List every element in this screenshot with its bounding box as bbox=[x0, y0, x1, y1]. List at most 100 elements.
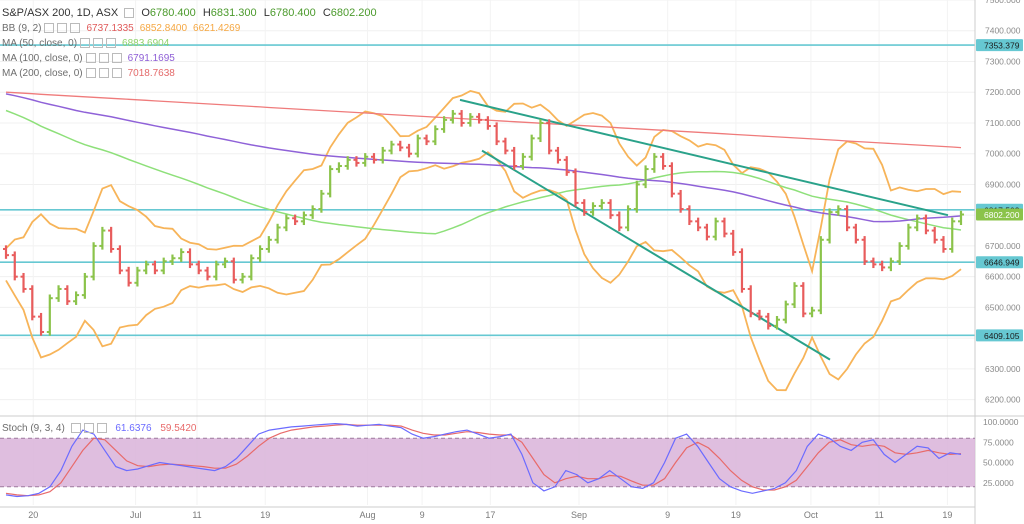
ohlc-bar bbox=[441, 116, 448, 133]
x-tick-label: Sep bbox=[571, 510, 587, 520]
symbol-title: S&P/ASX 200, 1D, ASX bbox=[2, 7, 119, 19]
ma200-line bbox=[5, 91, 962, 149]
indicator-value: 6852.8400 bbox=[139, 23, 188, 34]
x-tick-label: Jul bbox=[130, 510, 142, 520]
ohlc-bar bbox=[633, 180, 640, 213]
settings-icon[interactable] bbox=[98, 68, 109, 79]
stoch-k-line bbox=[5, 422, 962, 498]
ohlc-bar bbox=[292, 214, 299, 226]
stoch-y-tick-label: 75.0000 bbox=[983, 437, 1014, 447]
y-tick-label: 7300.000 bbox=[985, 56, 1021, 66]
eye-icon[interactable] bbox=[70, 423, 81, 434]
ohlc-bar bbox=[370, 153, 377, 164]
low-value: 6780.400 bbox=[269, 7, 316, 19]
x-tick-label: 20 bbox=[28, 510, 38, 520]
price-label: 6802.200 bbox=[984, 210, 1020, 220]
ohlc-bar bbox=[616, 211, 623, 232]
ohlc-bar bbox=[730, 229, 737, 256]
y-tick-label: 7500.000 bbox=[985, 0, 1021, 5]
stoch-d-line bbox=[5, 423, 962, 497]
ohlc-bar bbox=[949, 217, 956, 253]
ohlc-bar bbox=[283, 214, 290, 232]
stochastic-panel bbox=[0, 415, 1024, 498]
settings-icon[interactable] bbox=[57, 23, 68, 34]
ohlc-bar bbox=[204, 266, 211, 281]
price-label: 6646.949 bbox=[984, 258, 1020, 268]
ohlc-bar bbox=[230, 257, 237, 284]
y-tick-label: 6200.000 bbox=[985, 395, 1021, 405]
trend-line-upper bbox=[459, 98, 949, 217]
settings-icon[interactable] bbox=[98, 53, 109, 64]
settings-icon[interactable] bbox=[83, 423, 94, 434]
x-tick-label: 11 bbox=[192, 510, 201, 520]
close-icon[interactable] bbox=[106, 38, 117, 49]
ohlc-bar bbox=[826, 208, 833, 244]
trend-line-lower bbox=[481, 149, 831, 361]
price-label: 7353.379 bbox=[984, 41, 1020, 51]
settings-icon[interactable] bbox=[124, 8, 135, 19]
price-grid bbox=[0, 0, 975, 505]
ohlc-bar bbox=[195, 260, 202, 275]
ohlc-bar bbox=[125, 266, 132, 287]
open-value: 6780.400 bbox=[149, 7, 196, 19]
ma100-line bbox=[5, 93, 962, 223]
indicator-label: MA (50, close, 0) bbox=[2, 38, 78, 49]
ohlc-bar bbox=[879, 260, 886, 272]
y-tick-label: 6500.000 bbox=[985, 302, 1021, 312]
ohlc-bar bbox=[388, 140, 395, 155]
close-icon[interactable] bbox=[70, 23, 81, 34]
close-icon[interactable] bbox=[111, 68, 122, 79]
stoch-d-value: 59.5420 bbox=[160, 423, 197, 434]
settings-icon[interactable] bbox=[93, 38, 104, 49]
ohlc-bar bbox=[958, 210, 964, 226]
ohlc-bar bbox=[554, 146, 561, 164]
ohlc-bar bbox=[108, 226, 115, 253]
ohlc-bar bbox=[90, 242, 97, 281]
ohlc-bar bbox=[222, 257, 229, 269]
ohlc-bar bbox=[81, 272, 88, 299]
x-tick-label: 19 bbox=[260, 510, 270, 520]
eye-icon[interactable] bbox=[80, 38, 91, 49]
ma50-line bbox=[5, 109, 962, 235]
x-tick-label: Aug bbox=[360, 510, 376, 520]
eye-icon[interactable] bbox=[85, 53, 96, 64]
stoch-label: Stoch (9, 3, 4) bbox=[2, 423, 65, 434]
ohlc-bar bbox=[379, 146, 386, 164]
eye-icon[interactable] bbox=[44, 23, 55, 34]
indicator-label: BB (9, 2) bbox=[2, 23, 42, 34]
ohlc-bar bbox=[870, 257, 877, 269]
ohlc-bar bbox=[64, 285, 71, 305]
y-tick-label: 7100.000 bbox=[985, 118, 1021, 128]
y-tick-label: 6900.000 bbox=[985, 179, 1021, 189]
ohlc-bar bbox=[660, 153, 667, 170]
x-tick-label: 19 bbox=[942, 510, 952, 520]
ohlc-bar bbox=[178, 248, 185, 262]
y-tick-label: 6700.000 bbox=[985, 241, 1021, 251]
ohlc-bar bbox=[809, 306, 816, 318]
ohlc-bar bbox=[239, 272, 246, 284]
ohlc-bar bbox=[3, 245, 9, 259]
eye-icon[interactable] bbox=[85, 68, 96, 79]
ohlc-bar bbox=[344, 156, 351, 170]
x-tick-label: 9 bbox=[420, 510, 425, 520]
stoch-y-tick-label: 50.0000 bbox=[983, 458, 1014, 468]
ohlc-bar bbox=[861, 236, 868, 265]
time-axis[interactable]: 20 Jul 11 19 Aug 9 17 Sep 9 19 Oct 11 19 bbox=[0, 506, 975, 520]
y-tick-label: 7200.000 bbox=[985, 87, 1021, 97]
price-label-bg bbox=[976, 208, 1023, 221]
indicator-legend: MA (50, close, 0) 6883.6904 bbox=[2, 37, 169, 51]
ohlc-bar bbox=[160, 257, 167, 275]
close-icon[interactable] bbox=[111, 53, 122, 64]
price-axis[interactable]: 6200.0006300.0006400.0006500.0006600.000… bbox=[974, 0, 1024, 524]
ohlc-bar bbox=[511, 146, 518, 170]
ohlc-bar bbox=[563, 156, 570, 176]
indicator-legend: MA (200, close, 0) 7018.7638 bbox=[2, 67, 175, 81]
ohlc-bar bbox=[248, 254, 255, 281]
ohlc-bar bbox=[143, 260, 150, 275]
ohlc-bar bbox=[581, 199, 588, 216]
ohlc-bar bbox=[274, 223, 281, 244]
x-tick-label: 19 bbox=[731, 510, 741, 520]
close-icon[interactable] bbox=[96, 423, 107, 434]
ohlc-bar bbox=[300, 211, 307, 226]
